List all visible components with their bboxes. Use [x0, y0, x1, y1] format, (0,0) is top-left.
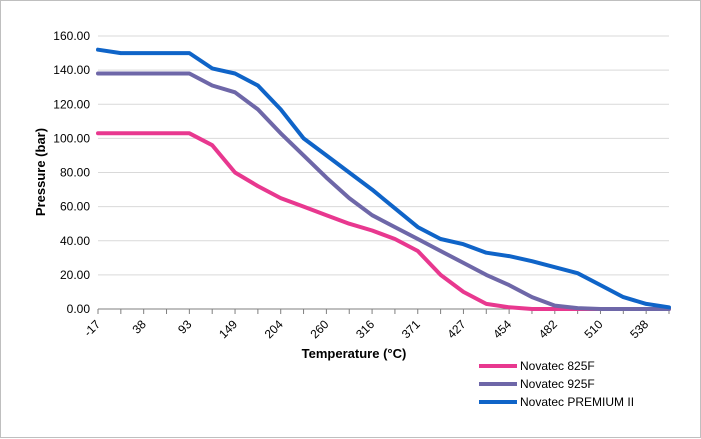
legend-label: Novatec PREMIUM II [520, 395, 634, 409]
x-tick-label: 427 [444, 317, 468, 341]
x-tick-label: 260 [307, 317, 331, 341]
legend: Novatec 825F Novatec 925F Novatec PREMIUM … [479, 359, 634, 409]
x-tick-label: 538 [627, 317, 651, 341]
y-axis-title: Pressure (bar) [33, 128, 48, 216]
y-tick-label: 40.00 [60, 234, 90, 248]
y-tick-label: 160.00 [53, 29, 90, 43]
y-tick-labels: 0.00 20.00 40.00 60.00 80.00 100.00 120.00 140.… [53, 29, 90, 316]
y-tick-label: 20.00 [60, 268, 90, 282]
x-tick-label: 482 [536, 317, 560, 341]
y-tick-label: 100.00 [53, 131, 90, 145]
x-tick-label: 510 [582, 317, 606, 341]
gridlines [97, 35, 670, 314]
series-lines [96, 47, 671, 311]
legend-label: Novatec 825F [520, 359, 595, 373]
y-tick-label: 140.00 [53, 63, 90, 77]
x-tick-label: 371 [399, 317, 423, 341]
x-tick-label: 149 [216, 317, 240, 341]
y-tick-label: 120.00 [53, 97, 90, 111]
x-tick-label: 93 [175, 317, 195, 337]
x-tick-label: 204 [262, 317, 286, 341]
legend-label: Novatec 925F [520, 377, 595, 391]
series-line-3 [96, 47, 671, 310]
x-axis-title: Temperature (°C) [302, 346, 407, 361]
x-tick-labels: -17 38 93 149 204 260 316 371 427 454 482 510 538 [81, 317, 652, 341]
y-tick-label: 60.00 [60, 200, 90, 214]
x-tick-label: 316 [353, 317, 377, 341]
series-line-2 [96, 71, 671, 311]
x-tick-label: 454 [490, 317, 514, 341]
x-tick-label: -17 [81, 317, 103, 339]
y-tick-label: 80.00 [60, 166, 90, 180]
y-tick-label: 0.00 [67, 302, 91, 316]
x-tick-label: 38 [129, 317, 149, 337]
